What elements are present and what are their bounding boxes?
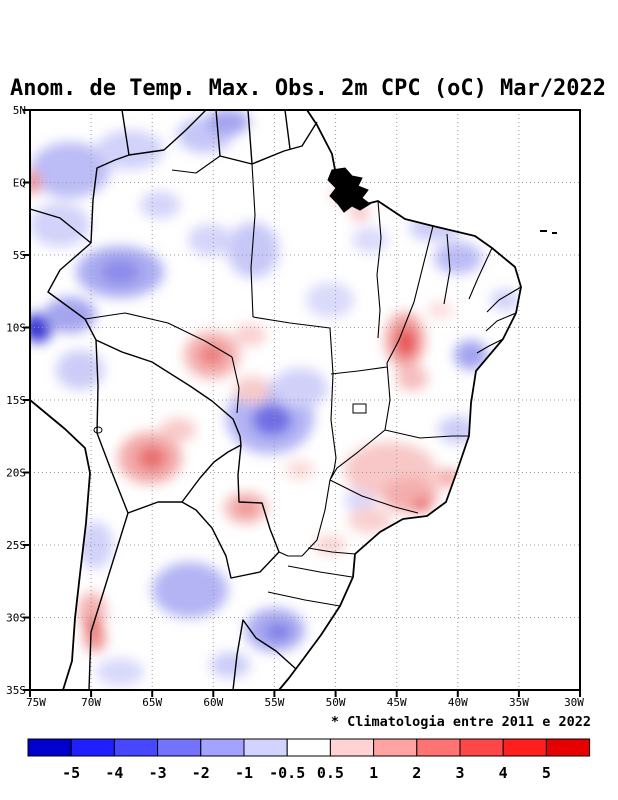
country-borders <box>29 109 318 691</box>
y-axis-labels: 5N EQ 5S 10S 15S 20S 25S 30S 35S <box>6 104 26 697</box>
y-tick-label: 15S <box>6 394 26 407</box>
colorbar-segment <box>286 738 331 757</box>
colorbar-segment <box>243 738 288 757</box>
colorbar-segment <box>200 738 245 757</box>
colorbar-label: 5 <box>542 764 551 782</box>
x-axis-labels: 75W 70W 65W 60W 55W 50W 45W 40W 35W 30W <box>26 696 584 709</box>
colorbar-label: -2 <box>192 764 210 782</box>
x-tick-label: 45W <box>387 696 407 709</box>
colorbar-segment <box>157 738 202 757</box>
colorbar-segment <box>329 738 375 757</box>
colorbar-label: -1 <box>235 764 253 782</box>
y-tick-label: 25S <box>6 539 26 552</box>
y-tick-label: 5S <box>13 249 26 262</box>
gridlines <box>30 110 580 690</box>
y-tick-label: EQ <box>13 177 26 190</box>
state-borders <box>84 155 522 607</box>
colorbar-segment <box>373 738 418 757</box>
colorbar-segment <box>459 738 504 757</box>
x-tick-label: 65W <box>142 696 162 709</box>
colorbar-label: 1 <box>369 764 378 782</box>
colorbar-segment <box>70 738 115 757</box>
amazon-mouth <box>327 167 371 213</box>
figure-title: Anom. de Temp. Max. Obs. 2m CPC (oC) Mar… <box>10 76 606 101</box>
lake-titicaca <box>93 426 103 434</box>
colorbar-label: -0.5 <box>269 764 305 782</box>
y-tick-label: 35S <box>6 684 26 697</box>
y-tick-label: 5N <box>13 104 26 117</box>
colorbar-segment <box>27 738 72 757</box>
colorbar-label: -3 <box>149 764 167 782</box>
colorbar-label: 0.5 <box>317 764 344 782</box>
colorbar-label: -5 <box>62 764 80 782</box>
colorbar-label: -4 <box>105 764 123 782</box>
y-tick-label: 20S <box>6 467 26 480</box>
anomaly-shading <box>30 110 520 686</box>
islands <box>540 230 557 234</box>
x-tick-label: 35W <box>509 696 529 709</box>
colorbar: -5 -4 -3 -2 -1 -0.5 0.5 1 2 3 4 5 <box>27 738 591 782</box>
axis-ticks <box>23 109 581 697</box>
colorbar-label: 4 <box>499 764 508 782</box>
x-tick-label: 75W <box>26 696 46 709</box>
colorbar-segment <box>416 738 461 757</box>
climatology-footnote: * Climatologia entre 2011 e 2022 <box>331 714 591 730</box>
colorbar-label: 2 <box>412 764 421 782</box>
x-tick-label: 55W <box>264 696 284 709</box>
colorbar-segment <box>113 738 159 757</box>
y-tick-label: 10S <box>6 322 26 335</box>
df-boundary <box>352 403 367 414</box>
x-tick-label: 40W <box>448 696 468 709</box>
colorbar-segment <box>545 738 591 757</box>
colorbar-label: 3 <box>455 764 464 782</box>
x-tick-label: 60W <box>203 696 223 709</box>
x-tick-label: 30W <box>564 696 584 709</box>
x-tick-label: 50W <box>326 696 346 709</box>
x-tick-label: 70W <box>81 696 101 709</box>
colorbar-segment <box>502 738 547 757</box>
y-tick-label: 30S <box>6 612 26 625</box>
